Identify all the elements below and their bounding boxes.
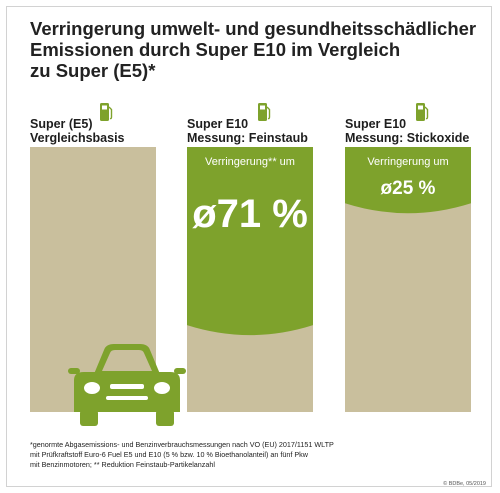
fuel-pump-icon (100, 103, 113, 121)
panel-header-line2: Messung: Feinstaub (187, 131, 308, 145)
reduction-bar (187, 147, 313, 336)
panel-header-line1: Super E10 (345, 117, 407, 131)
car-icon (68, 344, 186, 426)
title-line: zu Super (E5)* (30, 60, 156, 81)
title-line: Verringerung umwelt- und gesundheitsschä… (30, 18, 477, 39)
panel-header-line2: Messung: Stickoxide (345, 131, 470, 145)
chart-title: Verringerung umwelt- und gesundheitsschä… (30, 18, 480, 81)
footnote-line: *genormte Abgasemissions- und Benzinverb… (30, 440, 334, 449)
title-line: Emissionen durch Super E10 im Vergleich (30, 39, 401, 60)
footnote-line: mit Prüfkraftstoff Euro-6 Fuel E5 und E1… (30, 450, 308, 460)
reduction-bar (345, 147, 471, 214)
fuel-pump-icon (258, 103, 271, 121)
fuel-pump-icon (416, 103, 429, 121)
panel-header-line1: Super E10 (187, 117, 249, 131)
panel-header-feinstaub: Super E10 Messung: Feinstaub (187, 117, 308, 145)
panel-header-line2: Vergleichsbasis (30, 131, 125, 145)
panel-header-e5: Super (E5) Vergleichsbasis (30, 117, 125, 145)
footnote-line: mit Benzinmotoren; ** Reduktion Feinstau… (30, 460, 215, 470)
panel-header-line1: Super (E5) (30, 117, 93, 131)
value-label: ø71 % (192, 192, 308, 236)
copyright: © BDBe, 05/2019 (443, 481, 486, 487)
panel-header-stickoxide: Super E10 Messung: Stickoxide (345, 117, 469, 145)
footnote: *genormte Abgasemissions- und Benzinverb… (30, 440, 470, 471)
value-label: ø25 % (381, 178, 436, 199)
reduction-label: Verringerung um (367, 156, 448, 168)
reduction-label: Verringerung** um (205, 156, 295, 168)
